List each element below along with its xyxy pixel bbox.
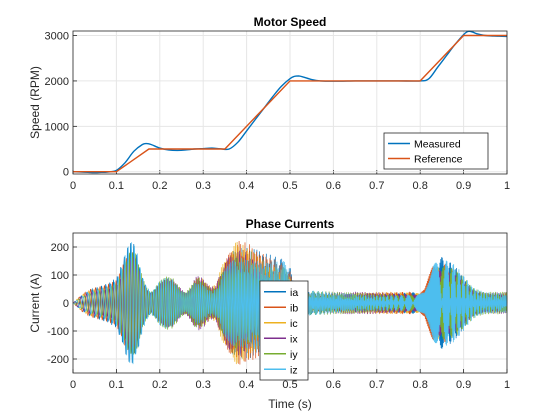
chart1-legend: Measured Reference [383,132,489,170]
chart1-x-tick-label: 0.5 [282,180,297,192]
chart2-x-tick-label: 0.2 [152,379,167,391]
chart1-y-tick-label: 1000 [45,121,69,133]
chart2-x-axis-label: Time (s) [268,397,312,411]
chart1-x-tick-label: 0.2 [152,180,167,192]
chart1-x-tick-label: 0.7 [369,180,384,192]
chart2-x-tick-label: 0.7 [369,379,384,391]
chart2-y-axis-label: Current (A) [28,273,42,332]
chart1-x-tick-label: 0.4 [239,180,254,192]
chart2-legend-label-ic: ic [290,318,298,330]
chart1-y-tick-label: 3000 [45,31,69,43]
chart1-legend-box [383,132,489,170]
chart2-legend-box [259,280,309,381]
chart1-x-tick-label: 1 [504,180,510,192]
chart2-x-tick-label: 0.8 [413,379,428,391]
chart1-series-reference [73,34,507,173]
chart2-x-tick-label: 0.3 [196,379,211,391]
chart1-x-tick-label: 0.3 [196,180,211,192]
chart1-legend-label-reference: Reference [414,154,463,166]
chart2-legend-label-iz: iz [290,364,298,376]
chart2-y-tick-label: -200 [47,354,69,366]
chart2-legend-label-ia: ia [290,287,298,299]
chart2-x-tick-label: 0.1 [109,379,124,391]
chart2-x-tick-label: 1 [504,379,510,391]
chart1-y-tick-label: 0 [63,167,69,179]
chart1-x-tick-label: 0.1 [109,180,124,192]
chart2-y-tick-label: 200 [51,242,69,254]
chart2-title: Phase Currents [246,217,335,231]
chart1-legend-label-measured: Measured [414,139,461,151]
chart1-x-tick-label: 0.8 [413,180,428,192]
chart2-x-tick-label: 0.6 [326,379,341,391]
chart1-axes-box [72,30,508,175]
chart2-y-tick-label: -100 [47,326,69,338]
chart1-title: Motor Speed [254,15,327,29]
chart2-x-tick-label: 0.5 [282,379,297,391]
chart1-x-tick-label: 0 [70,180,76,192]
chart2-legend-label-ib: ib [290,302,298,314]
chart2-x-tick-label: 0.4 [239,379,254,391]
chart1-y-axis-label: Speed (RPM) [28,66,42,139]
chart1-y-tick-label: 2000 [45,76,69,88]
chart1-x-tick-label: 0.9 [456,180,471,192]
chart2-legend: ia ib ic ix iy iz [259,280,309,381]
chart2-y-tick-label: 0 [63,298,69,310]
chart2-x-tick-label: 0.9 [456,379,471,391]
chart2-y-tick-label: 100 [51,270,69,282]
chart2-x-tick-label: 0 [70,379,76,391]
chart2-legend-label-ix: ix [290,333,298,345]
chart1-x-tick-label: 0.6 [326,180,341,192]
chart2-legend-label-iy: iy [290,349,298,361]
